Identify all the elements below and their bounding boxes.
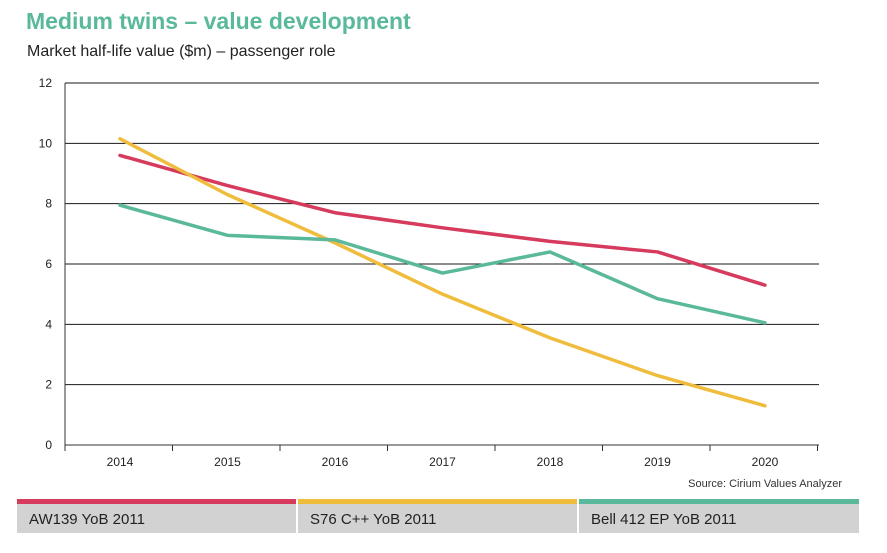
y-tick-label: 4 bbox=[45, 317, 52, 331]
y-tick-label: 10 bbox=[39, 136, 53, 150]
chart-title: Medium twins – value development bbox=[26, 8, 411, 34]
legend-label: AW139 YoB 2011 bbox=[29, 511, 145, 528]
y-tick-label: 8 bbox=[45, 197, 52, 211]
x-tick-label: 2018 bbox=[537, 455, 564, 469]
series-line-1 bbox=[118, 137, 767, 408]
chart-subtitle: Market half-life value ($m) – passenger … bbox=[27, 43, 336, 60]
source-note: Source: Cirium Values Analyzer bbox=[688, 478, 842, 490]
legend-item-aw139: AW139 YoB 2011 bbox=[17, 499, 296, 533]
series-lines bbox=[118, 137, 767, 408]
legend-label: Bell 412 EP YoB 2011 bbox=[591, 511, 737, 528]
x-tick-label: 2020 bbox=[752, 455, 779, 469]
y-axis-ticks: 0 2 4 6 8 10 12 bbox=[39, 76, 53, 452]
x-tick-label: 2015 bbox=[214, 455, 241, 469]
series-line-2 bbox=[118, 203, 767, 325]
legend-item-bell412: Bell 412 EP YoB 2011 bbox=[579, 499, 859, 533]
x-tick-label: 2016 bbox=[322, 455, 349, 469]
x-tick-label: 2017 bbox=[429, 455, 456, 469]
x-tick-label: 2014 bbox=[107, 455, 134, 469]
x-axis: 2014 2015 2016 2017 2018 2019 2020 bbox=[64, 444, 819, 469]
x-tick-label: 2019 bbox=[644, 455, 671, 469]
y-tick-label: 2 bbox=[45, 378, 52, 392]
series-line-0 bbox=[118, 153, 767, 287]
y-tick-label: 0 bbox=[45, 438, 52, 452]
y-tick-label: 12 bbox=[39, 76, 53, 90]
y-tick-label: 6 bbox=[45, 257, 52, 271]
legend-item-s76: S76 C++ YoB 2011 bbox=[298, 499, 577, 533]
legend-label: S76 C++ YoB 2011 bbox=[310, 511, 437, 528]
